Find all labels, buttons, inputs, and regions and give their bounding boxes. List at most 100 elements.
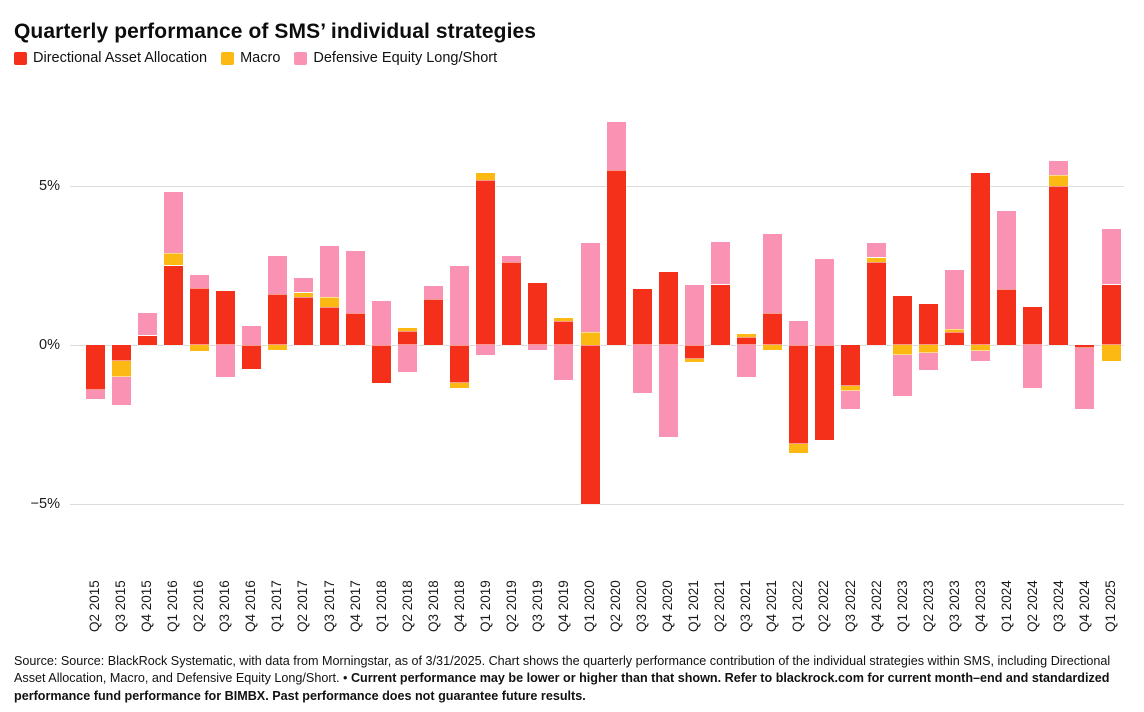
x-axis-tick-label: Q1 2024 xyxy=(998,580,1014,632)
bar-segment-directional-asset-allocation xyxy=(267,294,287,345)
x-axis-tick-label: Q3 2023 xyxy=(946,580,962,632)
bar-segment-defensive-equity-long-short xyxy=(476,345,496,355)
bar-segment-directional-asset-allocation xyxy=(1049,186,1069,345)
legend-label: Directional Asset Allocation xyxy=(33,50,208,66)
x-axis-tick-label: Q4 2024 xyxy=(1076,580,1092,632)
x-axis-tick-label: Q3 2024 xyxy=(1050,580,1066,632)
x-axis-tick-label: Q4 2022 xyxy=(868,580,884,632)
gridline xyxy=(70,186,1124,187)
bar-segment-directional-asset-allocation xyxy=(658,271,678,345)
bar-segment-defensive-equity-long-short xyxy=(762,233,782,314)
y-axis-tick-label: −5% xyxy=(30,496,60,512)
bar-segment-directional-asset-allocation xyxy=(736,337,756,346)
gridline xyxy=(70,504,1124,505)
bar-segment-defensive-equity-long-short xyxy=(710,241,730,285)
bar-segment-macro xyxy=(867,257,886,263)
x-axis-tick-label: Q1 2016 xyxy=(165,580,181,632)
x-axis-tick-label: Q4 2015 xyxy=(139,580,155,632)
bar-segment-directional-asset-allocation xyxy=(372,345,392,384)
x-axis-tick-label: Q2 2016 xyxy=(191,580,207,632)
bar-segment-directional-asset-allocation xyxy=(710,284,730,345)
bar-segment-macro xyxy=(919,345,939,353)
bar-segment-defensive-equity-long-short xyxy=(424,286,444,299)
x-axis-tick-label: Q1 2018 xyxy=(373,580,389,632)
bar-segment-directional-asset-allocation xyxy=(606,170,626,345)
bar-segment-directional-asset-allocation xyxy=(945,332,965,345)
bar-segment-defensive-equity-long-short xyxy=(997,211,1017,290)
bar-segment-directional-asset-allocation xyxy=(137,335,157,345)
x-axis-tick-label: Q4 2023 xyxy=(972,580,988,632)
bar-segment-directional-asset-allocation xyxy=(293,297,313,345)
x-axis-tick-label: Q3 2016 xyxy=(217,580,233,632)
bar-segment-defensive-equity-long-short xyxy=(111,376,131,406)
bar-segment-macro xyxy=(580,332,600,345)
bar-segment-directional-asset-allocation xyxy=(502,262,522,345)
x-axis-tick-label: Q2 2018 xyxy=(399,580,415,632)
bar-segment-macro xyxy=(554,318,574,322)
bar-segment-defensive-equity-long-short xyxy=(346,251,365,314)
x-axis-tick-label: Q4 2020 xyxy=(660,580,676,632)
bar-segment-directional-asset-allocation xyxy=(320,306,339,345)
x-axis-tick-label: Q2 2023 xyxy=(920,580,936,632)
x-axis-tick-label: Q4 2016 xyxy=(243,580,259,632)
bar-segment-macro xyxy=(841,386,860,392)
bar-segment-defensive-equity-long-short xyxy=(919,352,939,371)
bar-segment-directional-asset-allocation xyxy=(346,313,365,345)
y-axis-tick-label: 0% xyxy=(39,337,60,353)
bar-segment-defensive-equity-long-short xyxy=(1023,345,1043,388)
bar-segment-directional-asset-allocation xyxy=(111,345,131,361)
bar-segment-macro xyxy=(788,443,808,454)
x-axis-tick-label: Q3 2022 xyxy=(842,580,858,632)
bar-segment-defensive-equity-long-short xyxy=(398,345,418,372)
bar-segment-macro xyxy=(736,333,756,338)
bar-segment-directional-asset-allocation xyxy=(1101,284,1121,345)
bar-segment-defensive-equity-long-short xyxy=(658,345,678,438)
bar-segment-defensive-equity-long-short xyxy=(814,259,834,345)
bar-segment-directional-asset-allocation xyxy=(788,345,808,444)
bar-segment-defensive-equity-long-short xyxy=(580,243,600,333)
bar-segment-defensive-equity-long-short xyxy=(1075,348,1095,409)
bar-segment-directional-asset-allocation xyxy=(476,179,496,345)
x-axis-tick-label: Q4 2017 xyxy=(347,580,363,632)
x-axis-tick-label: Q2 2022 xyxy=(816,580,832,632)
bar-segment-macro xyxy=(971,345,991,352)
bar-segment-directional-asset-allocation xyxy=(684,345,704,360)
x-axis-tick-label: Q1 2017 xyxy=(269,580,285,632)
x-axis-tick-label: Q1 2022 xyxy=(790,580,806,632)
bar-segment-defensive-equity-long-short xyxy=(632,345,652,393)
x-axis-tick-label: Q4 2021 xyxy=(764,580,780,632)
bar-segment-directional-asset-allocation xyxy=(241,345,261,369)
bar-segment-directional-asset-allocation xyxy=(1075,345,1095,349)
x-axis-tick-label: Q3 2017 xyxy=(321,580,337,632)
bar-segment-macro xyxy=(684,359,704,363)
bar-segment-defensive-equity-long-short xyxy=(788,321,808,346)
legend-item-defensive-equity-long-short: Defensive Equity Long/Short xyxy=(294,50,497,66)
bar-segment-defensive-equity-long-short xyxy=(1049,160,1069,175)
legend-label: Macro xyxy=(240,50,281,66)
bar-segment-defensive-equity-long-short xyxy=(867,243,886,258)
bar-segment-defensive-equity-long-short xyxy=(320,246,339,298)
bar-segment-directional-asset-allocation xyxy=(971,173,991,345)
bar-segment-macro xyxy=(762,345,782,350)
bar-segment-directional-asset-allocation xyxy=(919,303,939,345)
bar-segment-defensive-equity-long-short xyxy=(554,345,574,380)
source-footnote: Source: Source: BlackRock Systematic, wi… xyxy=(14,653,1132,706)
x-axis-tick-label: Q2 2021 xyxy=(712,580,728,632)
bar-segment-directional-asset-allocation xyxy=(189,287,209,345)
bar-segment-defensive-equity-long-short xyxy=(945,270,965,330)
legend-swatch-yellow xyxy=(221,51,235,65)
bar-segment-macro xyxy=(945,329,965,333)
bar-segment-defensive-equity-long-short xyxy=(85,389,105,399)
bar-segment-defensive-equity-long-short xyxy=(137,313,157,336)
bar-segment-directional-asset-allocation xyxy=(632,289,652,345)
bar-segment-defensive-equity-long-short xyxy=(528,345,548,350)
bar-segment-defensive-equity-long-short xyxy=(215,345,235,377)
bar-segment-defensive-equity-long-short xyxy=(502,256,522,263)
x-axis-tick-label: Q1 2025 xyxy=(1103,580,1118,632)
bar-segment-directional-asset-allocation xyxy=(215,290,235,345)
chart-title: Quarterly performance of SMS’ individual… xyxy=(14,20,537,44)
legend-swatch-red xyxy=(14,51,27,65)
x-axis-tick-label: Q3 2021 xyxy=(738,580,754,632)
bar-segment-macro xyxy=(267,345,287,350)
